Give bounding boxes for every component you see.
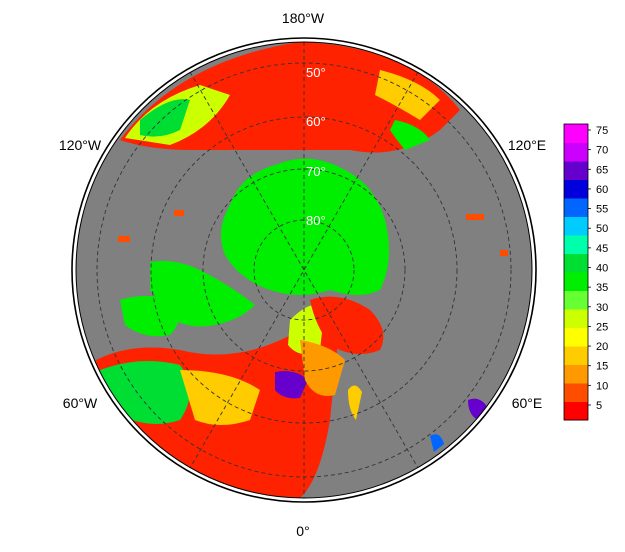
lon-label-0: 0° xyxy=(296,523,309,539)
caspian-patch xyxy=(430,434,444,452)
colorbar-segment xyxy=(564,401,588,421)
colorbar-tick-label: 20 xyxy=(596,341,608,353)
latitude-circle-80 xyxy=(253,219,355,321)
colorbar-segment xyxy=(564,253,588,273)
colorbar-segment xyxy=(564,272,588,291)
colorbar-frame xyxy=(563,123,589,421)
colorbar-tick-label: 40 xyxy=(596,263,608,275)
colorbar-segment xyxy=(564,124,588,143)
lat-label-80: 80° xyxy=(306,213,326,228)
lon-label-60w: 60°W xyxy=(63,395,98,411)
colorbar-segment xyxy=(564,346,588,365)
map-rim-outer xyxy=(71,37,537,503)
colorbar-segment xyxy=(564,142,588,162)
atlantic-purple-patch xyxy=(275,371,308,399)
pacific-green-band xyxy=(140,99,190,137)
lon-label-180w: 180°W xyxy=(282,10,325,26)
graticule xyxy=(96,42,512,498)
colorbar-tick-label: 60 xyxy=(596,184,608,196)
colorbar-segment xyxy=(564,198,588,217)
barents-sea-region xyxy=(310,296,384,354)
lat-label-70: 70° xyxy=(306,164,326,179)
colorbar-tick-label: 50 xyxy=(596,223,608,235)
hudson-bay-region xyxy=(120,296,179,337)
lon-label-120e: 120°E xyxy=(508,137,546,153)
norwegian-sea-band xyxy=(300,340,345,396)
meridian-60-240 xyxy=(189,71,419,469)
colorbar-segment xyxy=(564,309,588,328)
colorbar-tick-label: 75 xyxy=(596,125,608,137)
colorbar-segment xyxy=(564,179,588,199)
baltic-patch xyxy=(348,385,362,420)
colorbar-segment xyxy=(564,161,588,180)
lake-patch-d xyxy=(500,250,508,256)
colorbar-tick-label: 25 xyxy=(596,321,608,333)
colorbar-tick-label: 30 xyxy=(596,302,608,314)
lake-patch-b xyxy=(174,210,184,216)
okhotsk-green-band xyxy=(390,120,430,150)
lake-patch-a xyxy=(118,236,130,242)
colorbar-segment xyxy=(564,290,588,310)
lat-label-50: 50° xyxy=(306,65,326,80)
arctic-ocean-region xyxy=(221,158,389,295)
colorbar-segment xyxy=(564,364,588,384)
lon-label-60e: 60°E xyxy=(512,395,543,411)
lat-label-60: 60° xyxy=(306,114,326,129)
meridian-120-300 xyxy=(189,71,419,469)
colorbar-segment xyxy=(564,383,588,402)
black-sea-patch xyxy=(468,398,488,420)
colorbar-tick-label: 45 xyxy=(596,243,608,255)
lon-label-120w: 120°W xyxy=(59,137,102,153)
colorbar-tick-label: 35 xyxy=(596,282,608,294)
atlantic-mixed-band xyxy=(100,361,190,424)
colorbar-tick-label: 10 xyxy=(596,380,608,392)
colorbar-tick-label: 55 xyxy=(596,204,608,216)
colorbar-tick-label: 5 xyxy=(596,400,602,412)
colorbar-tick-label: 65 xyxy=(596,164,608,176)
colorbar: 75 70 65 60 55 50 45 40 35 30 25 20 15 10 5 xyxy=(563,123,608,421)
lake-patch-c xyxy=(466,214,484,220)
colorbar-segment xyxy=(564,235,588,254)
colorbar-tick-label: 15 xyxy=(596,361,608,373)
map-rim-inner xyxy=(75,41,533,499)
latitude-circle-70 xyxy=(202,168,406,372)
colorbar-tick-label: 70 xyxy=(596,145,608,157)
colorbar-segment xyxy=(564,327,588,347)
colorbar-segment xyxy=(564,216,588,236)
